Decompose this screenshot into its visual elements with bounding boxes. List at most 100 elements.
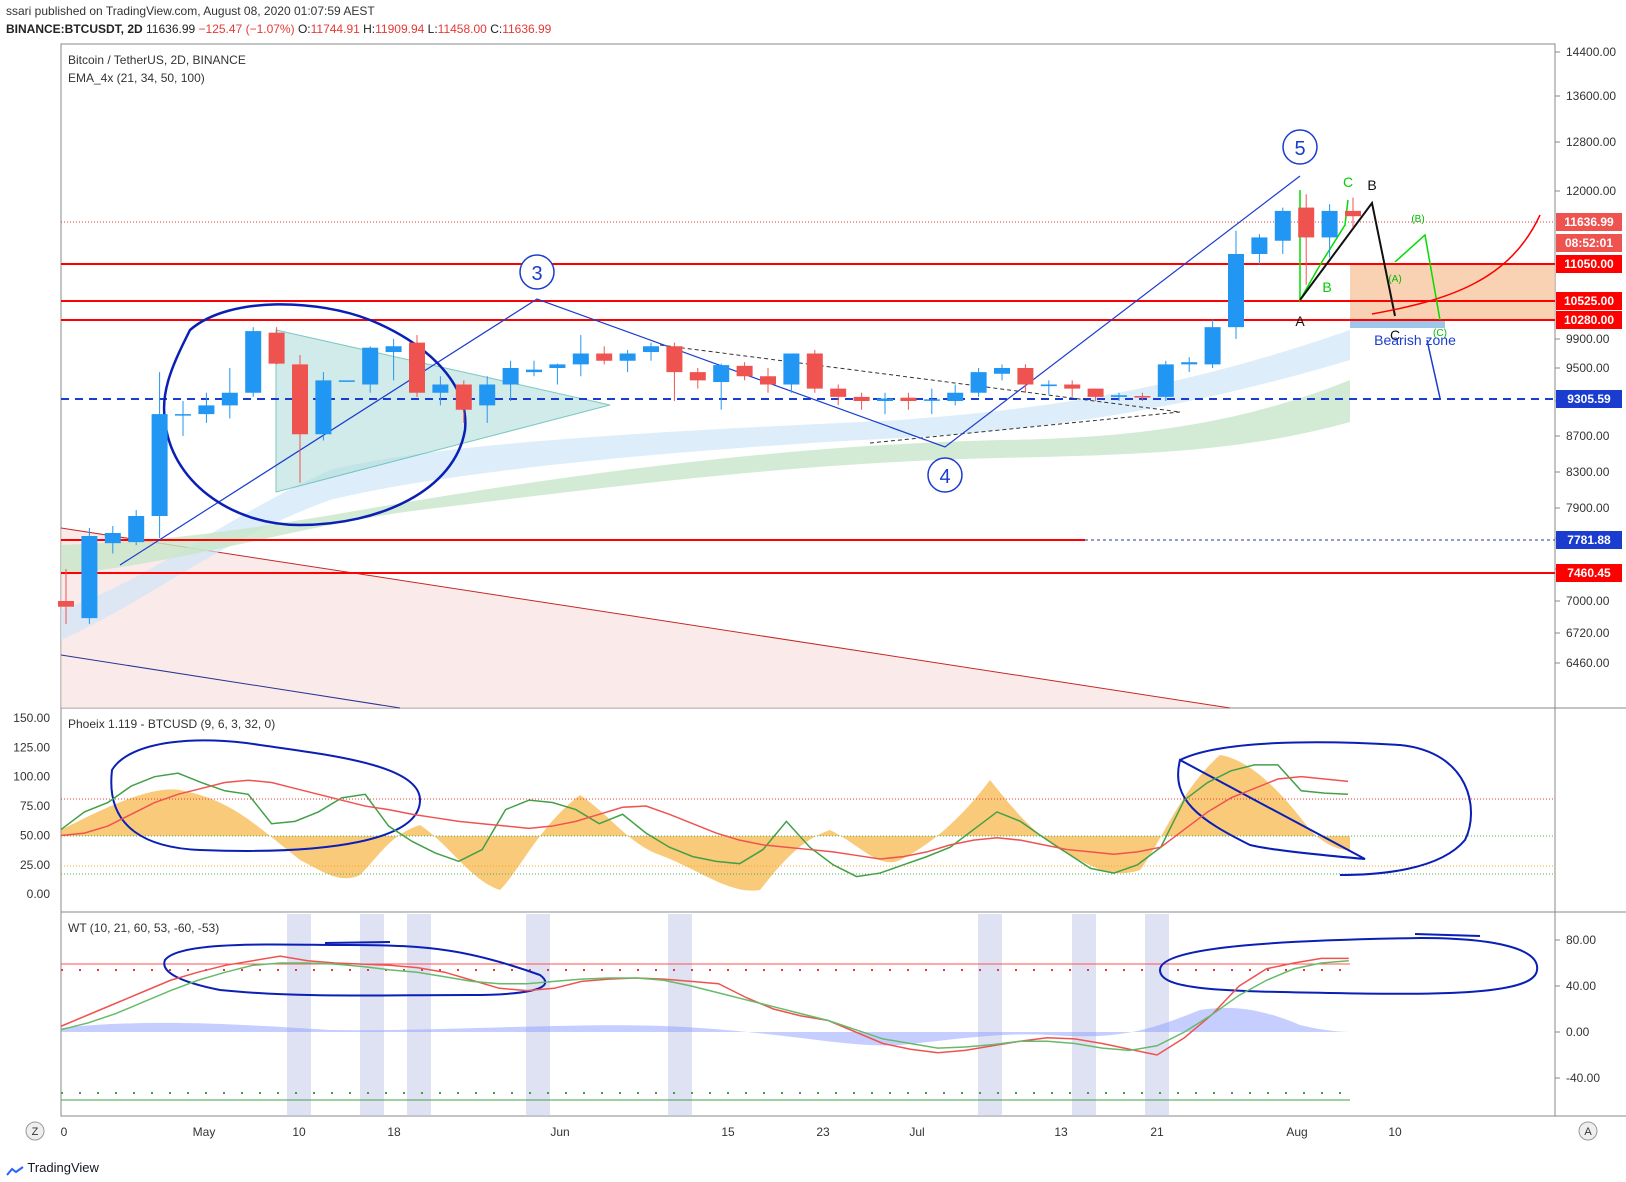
symbol-name[interactable]: BINANCE:BTCUSDT, 2D [6, 22, 143, 36]
phoenix-circle-left [110, 739, 422, 852]
time-tick-label: May [193, 1125, 216, 1139]
label-paren-c: (C) [1433, 328, 1447, 339]
wt-highlight-band [526, 914, 550, 1116]
candle-body [970, 372, 987, 393]
price-tick-label: 6720.00 [1566, 626, 1610, 640]
price-badge [1556, 390, 1622, 408]
price-badge [1556, 255, 1622, 273]
candle-body [362, 347, 379, 385]
candle-body [900, 397, 917, 401]
time-tick-label: Jun [550, 1125, 569, 1139]
price-badge-label: 10525.00 [1564, 294, 1614, 308]
phoenix-tick-label: 50.00 [20, 828, 50, 842]
price-tick-label: 7900.00 [1566, 501, 1610, 515]
ema-ribbon-blue [61, 330, 1350, 640]
open-value: 11744.91 [310, 22, 360, 36]
wt-circle-right [1158, 936, 1539, 995]
candle-body [1298, 207, 1315, 238]
wt-title[interactable]: WT (10, 21, 60, 53, -60, -53) [68, 921, 219, 935]
price-badge [1556, 234, 1622, 252]
green-projection-path [1394, 233, 1441, 321]
ema-indicator-label[interactable]: EMA_4x (21, 34, 50, 100) [68, 71, 205, 85]
candle-body [806, 353, 823, 389]
price-tick-label: 13600.00 [1566, 89, 1616, 103]
candle-body [853, 396, 870, 401]
wt-tick-label: 80.00 [1566, 933, 1596, 947]
log-scale-button[interactable] [25, 1121, 45, 1141]
low-value: 11458.00 [437, 22, 487, 36]
candle-body [479, 384, 496, 406]
auto-scale-label: A [1584, 1126, 1592, 1138]
candle-body [643, 346, 659, 353]
wave-4-marker [927, 457, 963, 493]
candle-body [549, 364, 566, 368]
candle-body [877, 398, 893, 401]
wedge-upper [659, 344, 1181, 413]
price-badge [1556, 531, 1622, 549]
candle-body [736, 365, 753, 377]
price-badge-label: 08:52:01 [1565, 236, 1613, 250]
price-tick-label: 9500.00 [1566, 361, 1610, 375]
close-label: C: [490, 22, 503, 36]
candle-body [432, 384, 449, 393]
candle-body [760, 376, 776, 385]
wt-mark-left [324, 941, 391, 944]
green-abc-path [1299, 190, 1349, 303]
phoenix-tick-label: 150.00 [13, 711, 50, 725]
wedge-lower [869, 411, 1181, 444]
wt-highlight-band [360, 914, 384, 1116]
phoenix-circle-right [1177, 741, 1472, 876]
price-tick-label: 14400.00 [1566, 45, 1616, 59]
price-badge-label: 7781.88 [1567, 533, 1611, 547]
candle-body [1228, 254, 1244, 328]
candle-body [268, 332, 285, 364]
candle-body [315, 380, 332, 435]
label-c-green: C [1343, 174, 1353, 190]
candle-body [1204, 327, 1221, 365]
wt-histogram-area [61, 1007, 1350, 1046]
candle-body [713, 365, 730, 383]
candle-body [689, 372, 706, 381]
tradingview-brand[interactable]: TradingView [27, 1160, 99, 1175]
candle-body [526, 369, 542, 373]
wt-tick-label: 40.00 [1566, 979, 1596, 993]
candle-body [221, 392, 238, 406]
phoenix-tick-label: 125.00 [13, 740, 50, 754]
price-badge-label: 11050.00 [1564, 257, 1614, 271]
price-change: −125.47 (−1.07%) [198, 22, 295, 36]
bearish-zone-box [1350, 320, 1445, 328]
time-tick-label: 10 [1388, 1125, 1402, 1139]
phoenix-title[interactable]: Phoeix 1.119 - BTCUSD (9, 6, 3, 32, 0) [68, 717, 275, 731]
price-labels: 11636.99 08:52:01 11050.00 10525.00 10280.00… [1556, 213, 1622, 582]
last-price: 11636.99 [146, 22, 196, 36]
candle-body [58, 601, 74, 607]
blue-bearish-arrow [1426, 339, 1441, 399]
red-trendline [60, 527, 1231, 709]
candle-body [1181, 362, 1198, 365]
time-tick-label: 13 [1054, 1125, 1068, 1139]
candle-body [1111, 395, 1127, 397]
phoenix-tick-label: 100.00 [13, 770, 50, 784]
time-tick-label: 0 [61, 1125, 68, 1139]
candle-body [1087, 388, 1104, 397]
candle-body [151, 414, 168, 516]
phoenix-axis: 150.00 125.00 100.00 75.00 50.00 25.00 0.00 [13, 711, 50, 901]
candle-body [1064, 384, 1081, 389]
candle-body [104, 533, 121, 544]
price-tick-label: 9900.00 [1566, 332, 1610, 346]
auto-scale-button[interactable] [1578, 1121, 1598, 1141]
candle-body [338, 380, 355, 382]
price-tick-label: 7000.00 [1566, 594, 1610, 608]
price-tick-label: 12000.00 [1566, 184, 1616, 198]
time-tick-label: 15 [721, 1125, 735, 1139]
price-badge-label: 9305.59 [1567, 392, 1611, 406]
wave-5-marker [1282, 129, 1318, 165]
candle-body [1017, 368, 1034, 385]
price-badge-label: 10280.00 [1564, 313, 1614, 327]
wt-highlight-band [668, 914, 692, 1116]
blue-trendline-low [60, 654, 401, 709]
label-c-black: C [1390, 327, 1400, 343]
candle-body [923, 399, 940, 401]
low-label: L: [427, 22, 438, 36]
